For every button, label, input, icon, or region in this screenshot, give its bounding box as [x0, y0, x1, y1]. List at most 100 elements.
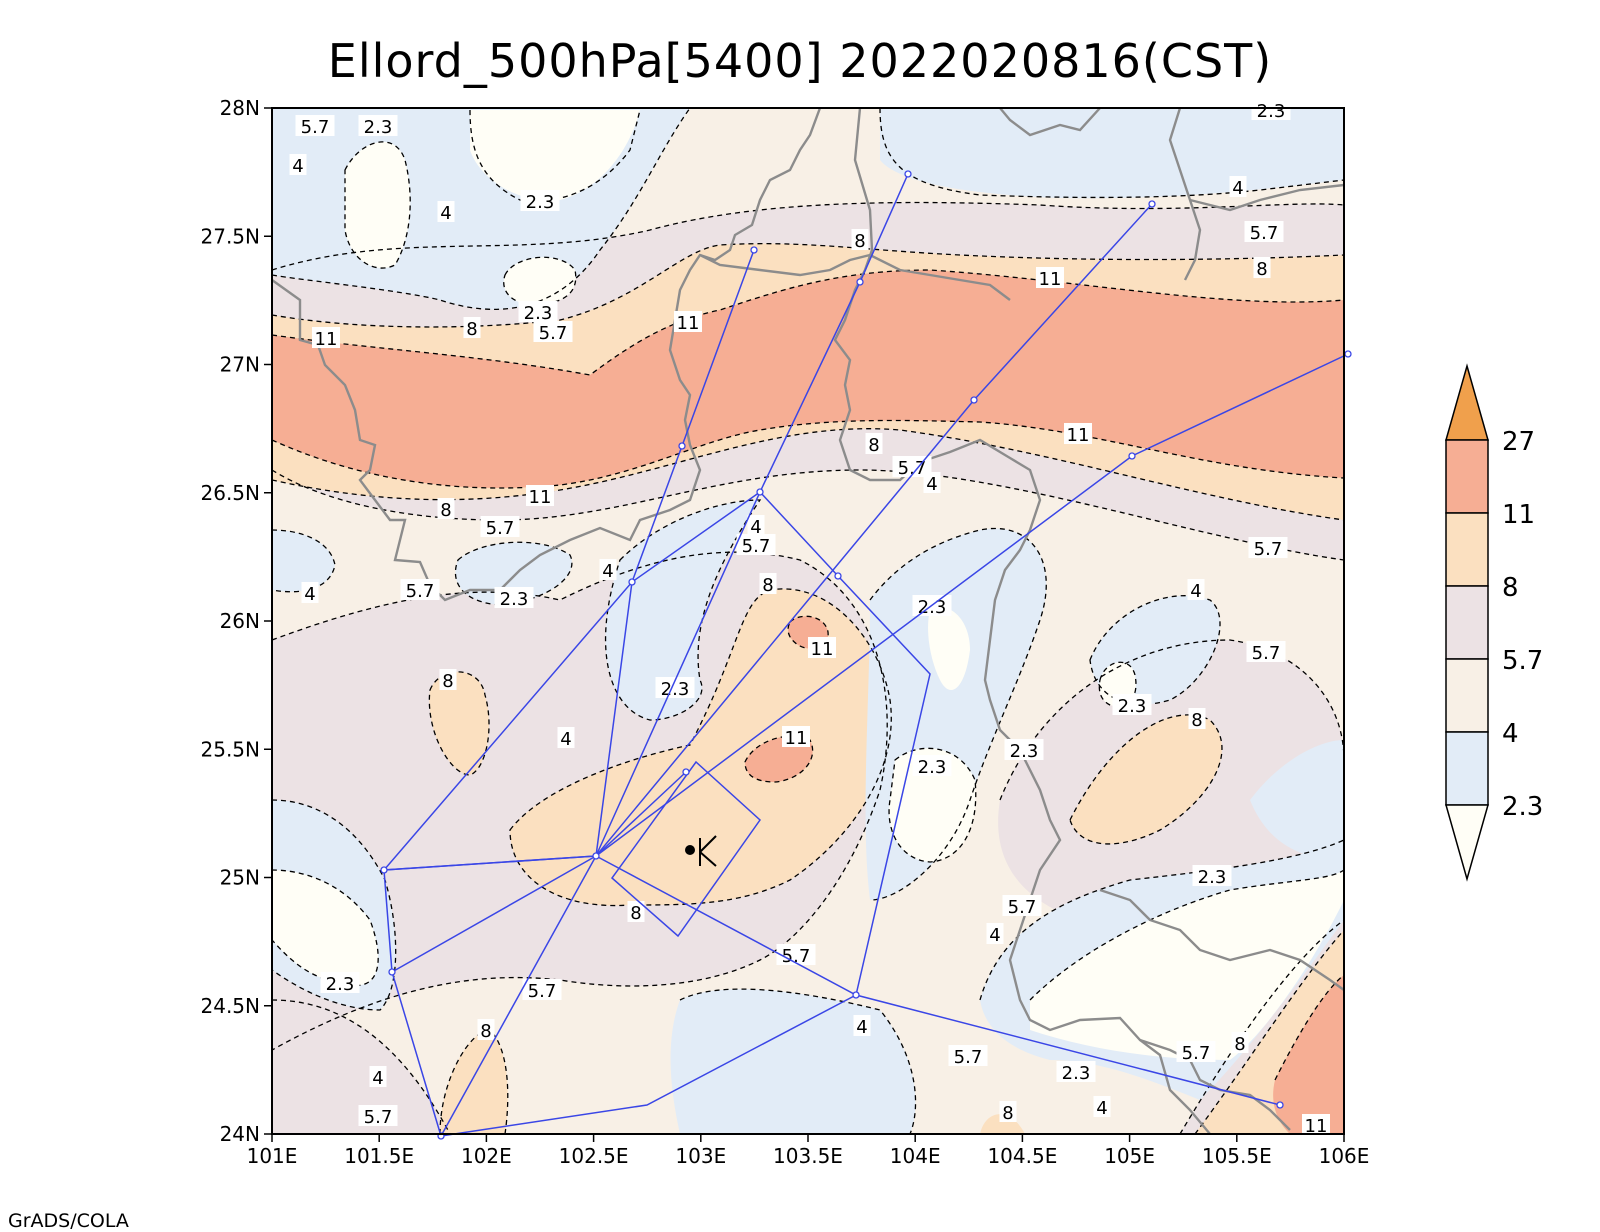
shade-8-11-center: [510, 588, 892, 906]
contour-label: 5.7: [742, 536, 771, 557]
contour-label: 5.7: [954, 1047, 983, 1068]
credit-label: GrADS/COLA: [8, 1210, 129, 1232]
shade-5.7-8-south: [272, 1000, 450, 1134]
contour-label-bg: [480, 516, 520, 537]
trajectory-point: [856, 278, 864, 286]
y-tick-label: 26N: [220, 609, 260, 633]
contour-label: 4: [1232, 178, 1243, 199]
legend-label: 8: [1502, 573, 1519, 603]
contour-label: 11: [1039, 269, 1062, 290]
trajectory-point: [756, 488, 764, 496]
contour-label: 5.7: [1008, 897, 1037, 918]
contour-label: 5.7: [539, 323, 568, 344]
trajectory-point: [1148, 200, 1156, 208]
province-border: [833, 108, 1211, 1134]
contour-label-bg: [674, 311, 702, 332]
contour-label: 2.3: [526, 192, 555, 213]
contour-label-bg: [1002, 895, 1042, 916]
y-tick-label: 24.5N: [201, 994, 261, 1018]
contour-line: [503, 256, 577, 306]
legend-arrow-bottom: [1445, 804, 1489, 882]
trajectory-line: [595, 249, 755, 857]
y-tick-label: 25.5N: [201, 737, 261, 761]
shade-lt2.3-w: [272, 870, 379, 986]
contour-label: 11: [529, 487, 552, 508]
contour-label-bg: [808, 637, 836, 658]
contour-label: 4: [926, 474, 937, 495]
contour-label-bg: [494, 587, 534, 608]
x-tick-label: 103E: [675, 1144, 726, 1168]
contour-label-bg: [599, 559, 617, 580]
province-border: [869, 253, 1011, 301]
contour-label-bg: [477, 1019, 495, 1040]
station-dot: [685, 845, 695, 855]
contour-label: 2.3: [326, 974, 355, 995]
analysis-box: [610, 760, 761, 938]
contour-label-bg: [1004, 739, 1044, 760]
contour-label: 8: [1256, 259, 1267, 280]
contour-label-bg: [1188, 708, 1206, 729]
contour-line: [439, 1029, 509, 1134]
contour-label-bg: [923, 472, 941, 493]
contour-line: [272, 419, 1344, 489]
y-tick-label: 27.5N: [201, 224, 261, 248]
contour-label: 2.3: [1257, 101, 1286, 122]
contour-label: 11: [1305, 1116, 1328, 1137]
contour-line: [272, 108, 691, 310]
contour-label: 2.3: [1118, 696, 1147, 717]
contour-label-bg: [1064, 423, 1092, 444]
shade-2.3-4-center: [605, 500, 760, 720]
contour-label-bg: [358, 1105, 398, 1126]
contour-label: 8: [442, 671, 453, 692]
contour-label-bg: [312, 327, 340, 348]
contour-label-bg: [526, 485, 554, 506]
contour-label: 2.3: [364, 117, 393, 138]
contour-label: 8: [854, 231, 865, 252]
contour-label: 4: [440, 203, 451, 224]
contour-label-bg: [759, 573, 777, 594]
shade-11-27-se: [1273, 975, 1344, 1134]
contour-label-bg: [999, 1101, 1017, 1122]
contour-label: 2.3: [500, 589, 529, 610]
x-tick-label: 105E: [1104, 1144, 1155, 1168]
y-tick-label: 26.5N: [201, 481, 261, 505]
shade-lt2.3-e: [889, 748, 976, 862]
legend-arrow-top: [1445, 363, 1489, 441]
contour-label-bg: [295, 115, 335, 136]
y-tick-label: 27N: [220, 353, 260, 377]
shade-lt2.3-n: [470, 110, 640, 201]
trajectory-point: [628, 578, 636, 586]
contour-label: 5.7: [1252, 643, 1281, 664]
x-tick-label: 104E: [890, 1144, 941, 1168]
trajectory-line: [391, 855, 597, 973]
contour-label-bg: [437, 201, 455, 222]
trajectory-point: [1128, 452, 1136, 460]
x-tick-label: 102E: [461, 1144, 512, 1168]
contour-label: 2.3: [1198, 867, 1227, 888]
contour-label-bg: [1036, 267, 1064, 288]
contour-label-bg: [865, 433, 883, 454]
x-tick-label: 105.5E: [1202, 1144, 1272, 1168]
trajectory-point: [380, 866, 388, 874]
contour-label: 5.7: [1250, 223, 1279, 244]
map-title: Ellord_500hPa[5400] 2022020816(CST): [327, 34, 1273, 88]
contour-label-bg: [1248, 537, 1288, 558]
contour-label-bg: [627, 901, 645, 922]
contour-label: 4: [989, 925, 1000, 946]
contour-line: [272, 529, 336, 593]
contour-label: 5.7: [1182, 1043, 1211, 1064]
contour-label-bg: [655, 677, 695, 698]
contour-line: [272, 428, 1344, 521]
contour-label: 4: [560, 729, 571, 750]
contour-label-bg: [301, 582, 319, 603]
trajectory-line: [440, 855, 597, 1137]
contour-label: 2.3: [918, 597, 947, 618]
contour-label: 11: [1067, 425, 1090, 446]
contour-label-bg: [1302, 1114, 1330, 1135]
contour-label-bg: [557, 727, 575, 748]
y-tick-label: 24N: [220, 1122, 260, 1146]
trajectory-point: [904, 170, 912, 178]
contour-label: 4: [856, 1017, 867, 1038]
trajectory-line: [595, 771, 687, 857]
